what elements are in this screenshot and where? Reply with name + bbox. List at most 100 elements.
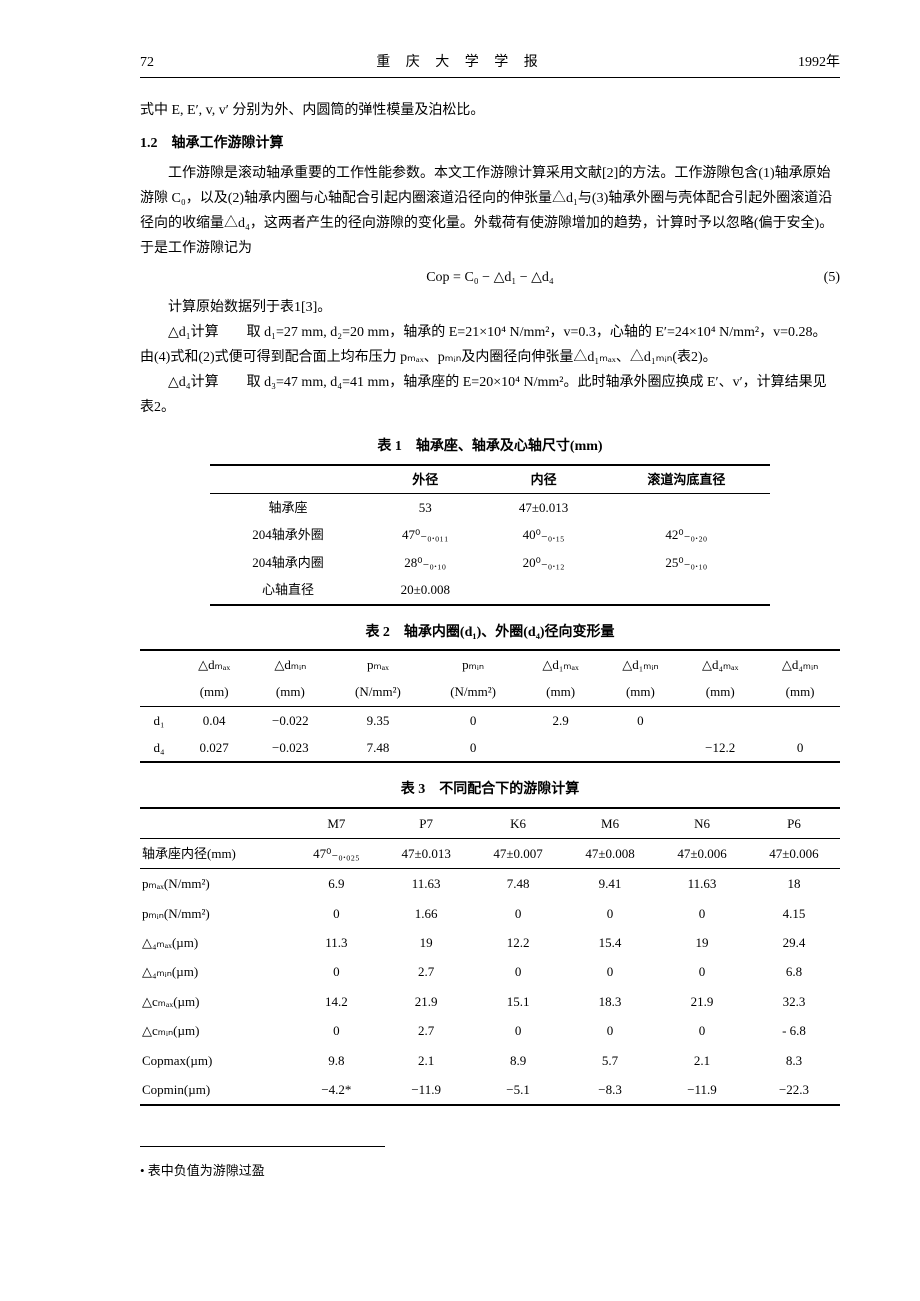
table-cell: 47⁰₋₀.₀₁₁ [366,521,484,548]
table-cell: 53 [366,494,484,522]
table-cell: −12.2 [680,734,760,762]
table-cell: 8.3 [748,1046,840,1075]
table-cell [603,494,770,522]
table-cell: 0 [472,1016,564,1045]
table-header-unit: (mm) [178,678,250,706]
table-cell: 2.1 [656,1046,748,1075]
table-cell: d₁ [140,706,178,734]
table1-caption: 表 1 轴承座、轴承及心轴尺寸(mm) [140,434,840,459]
table-cell: 0 [760,734,840,762]
table-header: M6 [564,808,656,839]
table-cell: 47±0.008 [564,838,656,868]
table-cell: 1.66 [380,899,472,928]
table-cell: 9.35 [330,706,425,734]
table-header: N6 [656,808,748,839]
table-cell [601,734,681,762]
table-cell: Copmin(µm) [140,1075,293,1105]
table-cell: 19 [656,928,748,957]
table-cell: △₄ₘₐₓ(µm) [140,928,293,957]
table-header: M7 [293,808,381,839]
paragraph-note: 式中 E, E′, v, v′ 分别为外、内圆筒的弹性模量及泊松比。 [140,98,840,123]
t1-h3: 滚道沟底直径 [603,465,770,494]
table-cell: −22.3 [748,1075,840,1105]
table-cell: 32.3 [748,987,840,1016]
table-header-unit: (mm) [601,678,681,706]
page: 72 重 庆 大 学 学 报 1992年 式中 E, E′, v, v′ 分别为… [0,0,920,1301]
table-cell: −0.023 [250,734,330,762]
table-cell: 7.48 [472,869,564,899]
paragraph: 工作游隙是滚动轴承重要的工作性能参数。本文工作游隙计算采用文献[2]的方法。工作… [140,161,840,262]
table-cell: △cₘₐₓ(µm) [140,987,293,1016]
table-cell: 12.2 [472,928,564,957]
section-heading: 1.2 轴承工作游隙计算 [140,131,840,156]
table-header: △d₄ₘₐₓ [680,650,760,678]
table-cell: 8.9 [472,1046,564,1075]
table-cell: −0.022 [250,706,330,734]
table-cell: - 6.8 [748,1016,840,1045]
table-cell: pₘᵢₙ(N/mm²) [140,899,293,928]
table-cell: △₄ₘᵢₙ(µm) [140,957,293,986]
journal-title: 重 庆 大 学 学 报 [0,50,920,75]
table-cell: d₄ [140,734,178,762]
table-header: △d₁ₘᵢₙ [601,650,681,678]
table-cell: −4.2* [293,1075,381,1105]
table-header: △dₘᵢₙ [250,650,330,678]
table-header: P6 [748,808,840,839]
paragraph: △d₁计算 取 d₁=27 mm, d₂=20 mm，轴承的 E=21×10⁴ … [140,320,840,370]
table-cell [521,734,601,762]
table-cell: 9.8 [293,1046,381,1075]
table-cell: 0.027 [178,734,250,762]
footnote: • 表中负值为游隙过盈 [140,1146,385,1182]
table-cell [603,576,770,604]
table-cell: 0 [472,957,564,986]
table-cell: −11.9 [656,1075,748,1105]
table-cell: △cₘᵢₙ(µm) [140,1016,293,1045]
table-header-unit: (N/mm²) [330,678,425,706]
table-header: P7 [380,808,472,839]
table-header: △dₘₐₓ [178,650,250,678]
table-cell: 2.9 [521,706,601,734]
table-cell: 0 [564,1016,656,1045]
table2: △dₘₐₓ△dₘᵢₙpₘₐₓpₘᵢₙ△d₁ₘₐₓ△d₁ₘᵢₙ△d₄ₘₐₓ△d₄ₘ… [140,649,840,764]
table3-caption: 表 3 不同配合下的游隙计算 [140,777,840,802]
table-header-unit: (mm) [760,678,840,706]
table-header-unit [140,678,178,706]
table1: 外径 内径 滚道沟底直径 轴承座5347±0.013204轴承外圈47⁰₋₀.₀… [210,464,770,606]
table-cell: pₘₐₓ(N/mm²) [140,869,293,899]
table-cell: Copmax(µm) [140,1046,293,1075]
table-cell: 47±0.007 [472,838,564,868]
table-cell: 42⁰₋₀.₂₀ [603,521,770,548]
table-cell: 0 [564,899,656,928]
table-cell: 20±0.008 [366,576,484,604]
table-cell [680,706,760,734]
table-cell: 21.9 [656,987,748,1016]
table-header: △d₁ₘₐₓ [521,650,601,678]
table-cell: 0 [601,706,681,734]
table-cell: 0 [656,957,748,986]
table-cell: 19 [380,928,472,957]
table-header-unit: (N/mm²) [426,678,521,706]
table-cell: 0 [472,899,564,928]
table-cell: 0 [293,1016,381,1045]
table-cell: 轴承座内径(mm) [140,838,293,868]
table-cell: 47⁰₋₀.₀₂₅ [293,838,381,868]
table-cell: 0 [293,899,381,928]
table-header-unit: (mm) [521,678,601,706]
paragraph: △d₄计算 取 d₃=47 mm, d₄=41 mm，轴承座的 E=20×10⁴… [140,370,840,420]
table-cell: 4.15 [748,899,840,928]
table-cell: 11.63 [380,869,472,899]
table-cell: 11.63 [656,869,748,899]
table-cell: 15.1 [472,987,564,1016]
table-cell: 18.3 [564,987,656,1016]
table-cell: 2.7 [380,957,472,986]
t1-h0 [210,465,366,494]
equation-body: Cop = C₀ − △d₁ − △d₄ [426,270,554,285]
table-cell: 14.2 [293,987,381,1016]
table-cell [760,706,840,734]
equation-5: Cop = C₀ − △d₁ − △d₄ (5) [140,265,840,290]
table-cell: 0 [656,1016,748,1045]
table-cell: 7.48 [330,734,425,762]
running-header: 72 重 庆 大 学 学 报 1992年 [140,50,840,78]
table2-caption: 表 2 轴承内圈(d₁)、外圈(d₄)径向变形量 [140,620,840,645]
table-cell: 9.41 [564,869,656,899]
